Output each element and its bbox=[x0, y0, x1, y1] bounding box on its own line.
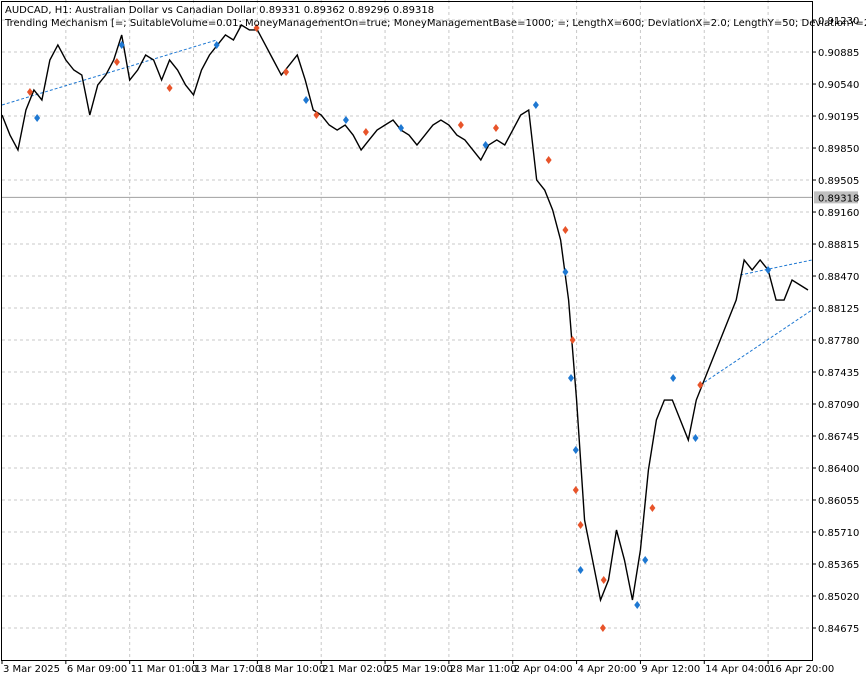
y-tick-label: 0.86055 bbox=[818, 496, 859, 507]
signal-marker bbox=[577, 566, 584, 575]
y-tick-label: 0.89505 bbox=[818, 176, 859, 187]
signal-marker bbox=[303, 95, 310, 104]
x-tick-label: 3 Mar 2025 bbox=[3, 664, 60, 675]
x-tick-label: 14 Apr 04:00 bbox=[705, 664, 770, 675]
y-tick-label: 0.87090 bbox=[818, 400, 859, 411]
y-tick-label: 0.86400 bbox=[818, 464, 859, 475]
x-tick-label: 21 Mar 02:00 bbox=[322, 664, 389, 675]
signal-marker bbox=[342, 116, 349, 125]
signal-marker bbox=[398, 123, 405, 132]
y-tick-label: 0.87780 bbox=[818, 336, 859, 347]
signal-marker bbox=[253, 24, 260, 33]
signal-marker bbox=[692, 433, 699, 442]
signal-marker bbox=[569, 336, 576, 345]
current-price-box bbox=[814, 191, 858, 204]
signal-marker bbox=[634, 601, 641, 609]
x-tick-label: 16 Apr 20:00 bbox=[769, 664, 834, 675]
signal-marker bbox=[26, 88, 33, 97]
y-tick-label: 0.90540 bbox=[818, 80, 859, 91]
y-tick-label: 0.90195 bbox=[818, 112, 859, 123]
signal-marker bbox=[166, 84, 173, 93]
plot bbox=[1, 24, 813, 633]
signal-marker bbox=[213, 40, 220, 49]
price-line bbox=[1, 24, 809, 603]
signal-marker bbox=[572, 446, 579, 455]
signal-marker bbox=[118, 40, 125, 49]
signal-marker bbox=[562, 268, 569, 277]
chart-title: AUDCAD, H1: Australian Dollar vs Canadia… bbox=[5, 5, 434, 16]
channel-line bbox=[740, 259, 813, 276]
signal-marker bbox=[577, 521, 584, 530]
y-tick-label: 0.86745 bbox=[818, 432, 859, 443]
signal-marker bbox=[697, 381, 704, 389]
signal-marker bbox=[600, 576, 607, 585]
signal-marker bbox=[532, 100, 539, 109]
signal-marker bbox=[567, 374, 574, 383]
current-price-label: 0.89318 bbox=[818, 193, 859, 204]
x-tick-label: 9 Apr 12:00 bbox=[641, 664, 700, 675]
y-tick-label: 0.87435 bbox=[818, 368, 859, 379]
x-tick-label: 6 Mar 09:00 bbox=[67, 664, 127, 675]
grid bbox=[2, 0, 812, 660]
y-tick-label: 0.89850 bbox=[818, 144, 859, 155]
signal-marker bbox=[457, 121, 464, 130]
y-tick-label: 0.88815 bbox=[818, 240, 859, 251]
y-tick-label: 0.88125 bbox=[818, 304, 859, 315]
signal-marker bbox=[545, 155, 552, 164]
chart-subtitle: Trending Mechanism [=; SuitableVolume=0.… bbox=[4, 18, 866, 29]
signal-marker bbox=[34, 113, 41, 122]
signal-marker bbox=[283, 67, 290, 76]
signal-marker bbox=[313, 111, 320, 120]
plot-border bbox=[1, 1, 813, 661]
signal-marker bbox=[562, 226, 569, 235]
y-tick-label: 0.85365 bbox=[818, 560, 859, 571]
x-tick-label: 25 Mar 19:00 bbox=[386, 664, 453, 675]
x-tick-label: 11 Mar 01:00 bbox=[131, 664, 198, 675]
y-tick-label: 0.91230 bbox=[818, 16, 859, 27]
x-tick-label: 2 Apr 04:00 bbox=[514, 664, 573, 675]
y-tick-label: 0.88470 bbox=[818, 272, 859, 283]
x-tick-label: 18 Mar 10:00 bbox=[258, 664, 325, 675]
y-tick-label: 0.85710 bbox=[818, 528, 859, 539]
signal-marker bbox=[492, 123, 499, 132]
y-tick-label: 0.89160 bbox=[818, 208, 859, 219]
axes: 0.91230 0.90885 0.90540 0.90195 0.89850 0.895… bbox=[1, 16, 859, 675]
signal-marker bbox=[113, 57, 120, 66]
x-tick-label: 28 Mar 11:00 bbox=[450, 664, 517, 675]
channel-line bbox=[699, 309, 813, 386]
y-tick-label: 0.85020 bbox=[818, 592, 859, 603]
y-tick-label: 0.90885 bbox=[818, 48, 859, 59]
signal-marker bbox=[482, 140, 489, 149]
signal-marker bbox=[670, 374, 677, 383]
signal-marker bbox=[599, 624, 606, 633]
y-tick-label: 0.84675 bbox=[818, 624, 859, 635]
signal-marker bbox=[642, 556, 649, 565]
x-tick-label: 13 Mar 17:00 bbox=[195, 664, 262, 675]
x-tick-label: 4 Apr 20:00 bbox=[578, 664, 637, 675]
signal-marker bbox=[765, 265, 772, 274]
signal-marker bbox=[362, 127, 369, 136]
signal-marker bbox=[572, 485, 579, 494]
signal-marker bbox=[649, 503, 656, 512]
